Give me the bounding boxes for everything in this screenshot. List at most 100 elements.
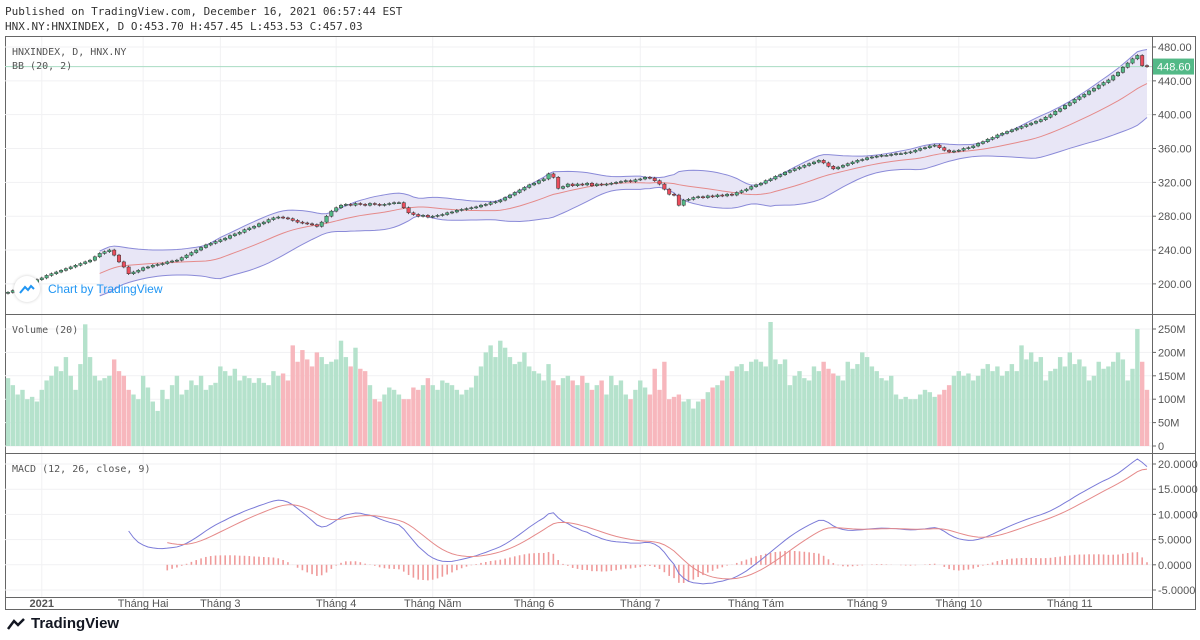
volume-bar (710, 387, 715, 446)
volume-bar (372, 399, 377, 446)
candle-body (257, 223, 261, 227)
candle-body (406, 207, 411, 214)
candle-body (599, 183, 604, 186)
tradingview-cloud-icon (14, 276, 40, 302)
candle-body (565, 183, 570, 187)
footer-logo[interactable]: TradingView (6, 615, 119, 632)
candle-body (73, 265, 78, 268)
volume-bar (527, 366, 532, 446)
candle-body (561, 186, 565, 189)
volume-bar (396, 394, 402, 446)
time-tick-label: Tháng Tám (728, 598, 784, 610)
candle-body (450, 211, 454, 214)
price-tick-label: 400.00 (1158, 110, 1192, 122)
price-tick-label: 320.00 (1158, 177, 1192, 189)
candle-body (358, 203, 363, 205)
time-tick-label: 2021 (30, 598, 54, 610)
candle-body (112, 249, 117, 256)
volume-bar (416, 389, 421, 446)
volume-bar (734, 366, 739, 446)
volume-bar (806, 380, 812, 446)
candle-body (869, 156, 874, 159)
candle-body (575, 183, 580, 186)
volume-bar (773, 359, 778, 446)
candle-body (749, 186, 754, 190)
volume-bar (425, 378, 431, 446)
candle-body (517, 189, 522, 193)
volume-bar (893, 394, 899, 446)
candle-body (927, 145, 932, 148)
volume-bar (647, 394, 653, 446)
candle-body (1005, 131, 1009, 134)
volume-bar (811, 366, 817, 446)
candle-body (676, 194, 681, 206)
volume-bar (666, 399, 672, 446)
candle-body (469, 207, 474, 209)
candle-body (39, 277, 44, 280)
watermark[interactable]: Chart by TradingView (14, 276, 163, 302)
candle-body (956, 149, 961, 152)
candle-body (1140, 55, 1145, 66)
volume-bar (1033, 361, 1039, 446)
volume-bar (222, 371, 228, 446)
candle-body (498, 199, 503, 203)
candle-body (744, 188, 749, 192)
candle-body (729, 193, 734, 196)
volume-bar (155, 410, 160, 446)
volume-bar (802, 378, 807, 446)
candle-body (1082, 94, 1087, 98)
candle-body (754, 184, 759, 187)
volume-bar (700, 399, 706, 446)
macd-tick-label: 10.0000 (1158, 509, 1198, 521)
volume-bar (29, 396, 35, 446)
candle-body (1101, 82, 1106, 86)
volume-bar (261, 382, 266, 446)
published-text: Published on TradingView.com, December 1… (5, 5, 403, 18)
volume-bar (1019, 345, 1024, 446)
candle-body (314, 224, 319, 227)
tradingview-logo-icon (7, 617, 25, 630)
candle-body (348, 204, 353, 206)
volume-bar (618, 380, 624, 446)
volume-tick-label: 100M (1158, 394, 1186, 406)
candle-body (97, 253, 102, 258)
volume-bar (1144, 389, 1150, 446)
candle-body (551, 173, 556, 178)
volume-bar (1024, 359, 1029, 446)
candle-body (155, 264, 160, 266)
candle-body (377, 204, 382, 206)
time-tick-label: Tháng 9 (847, 598, 887, 610)
candle-body (454, 210, 459, 213)
volume-tick-label: 50M (1158, 418, 1179, 430)
candle-body (59, 270, 64, 273)
volume-bar (1014, 371, 1019, 446)
candle-body (232, 233, 237, 236)
volume-bar (749, 361, 754, 446)
volume-bar (150, 401, 155, 446)
volume-bar (628, 399, 633, 446)
candle-body (218, 239, 223, 242)
volume-bar (1106, 366, 1111, 446)
volume-bar (92, 375, 98, 446)
volume-bar (835, 375, 841, 446)
candle-body (493, 201, 498, 204)
bb-band-fill (99, 49, 1148, 296)
candle-body (681, 199, 686, 206)
volume-bar (1086, 380, 1092, 446)
volume-bar (797, 371, 802, 446)
candle-body (976, 143, 981, 147)
time-tick-label: Tháng 10 (936, 598, 982, 610)
volume-bar (1028, 352, 1034, 446)
volume-bar (594, 385, 600, 446)
candle-body (522, 187, 527, 191)
candle-body (194, 249, 199, 253)
candle-body (285, 217, 290, 220)
candle-body (758, 182, 763, 186)
candle-body (353, 203, 358, 206)
candle-body (1067, 102, 1072, 106)
volume-bar (555, 385, 561, 446)
candle-body (276, 216, 281, 219)
candle-body (836, 166, 841, 170)
candle-body (980, 141, 985, 144)
